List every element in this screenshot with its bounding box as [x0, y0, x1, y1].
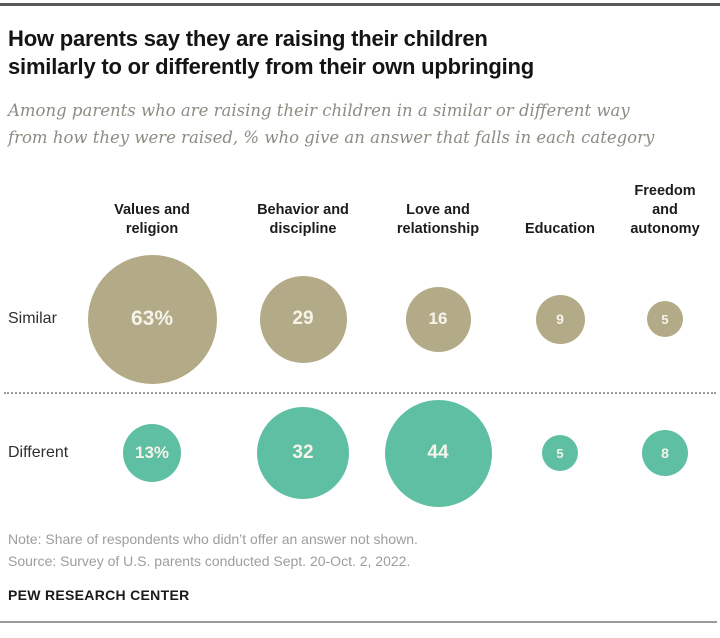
page-title: How parents say they are raising their c… [8, 26, 534, 79]
bubble-similar-education: 9 [535, 294, 585, 344]
bottom-border [0, 621, 717, 623]
bubble-different-education: 5 [542, 435, 578, 471]
column-header-love-and-relationship: Love and relationship [396, 202, 480, 237]
bubble-different-behavior-and-discipline: 32 [257, 407, 349, 499]
bubble-different-love-and-relationship: 44 [384, 399, 492, 507]
bubble-different-values-and-religion: 13% [123, 424, 181, 482]
chart-subtitle: Among parents who are raising their chil… [8, 101, 655, 147]
source-text: Source: Survey of U.S. parents conducted… [8, 553, 411, 569]
bubble-different-freedom-and-autonomy: 8 [642, 430, 688, 476]
row-label-similar: Similar [8, 310, 57, 327]
note-text: Note: Share of respondents who didn’t of… [8, 531, 418, 547]
column-header-freedom-and-autonomy: Freedom and autonomy [630, 183, 700, 237]
bubble-similar-freedom-and-autonomy: 5 [647, 301, 683, 337]
footnotes: Note: Share of respondents who didn’t of… [8, 528, 418, 572]
pew-research-center-label: PEW RESEARCH CENTER [8, 587, 190, 603]
top-border [0, 3, 720, 6]
row-divider-dotted-line [4, 392, 716, 394]
bubble-similar-love-and-relationship: 16 [405, 286, 471, 352]
column-header-education: Education [524, 221, 596, 237]
bubble-similar-behavior-and-discipline: 29 [259, 275, 347, 363]
bubble-chart: Values and religion Behavior and discipli… [0, 170, 720, 522]
bubble-similar-values-and-religion: 63% [87, 254, 217, 384]
column-header-behavior-and-discipline: Behavior and discipline [257, 202, 349, 237]
row-label-different: Different [8, 444, 69, 461]
column-header-values-and-religion: Values and religion [114, 202, 190, 237]
